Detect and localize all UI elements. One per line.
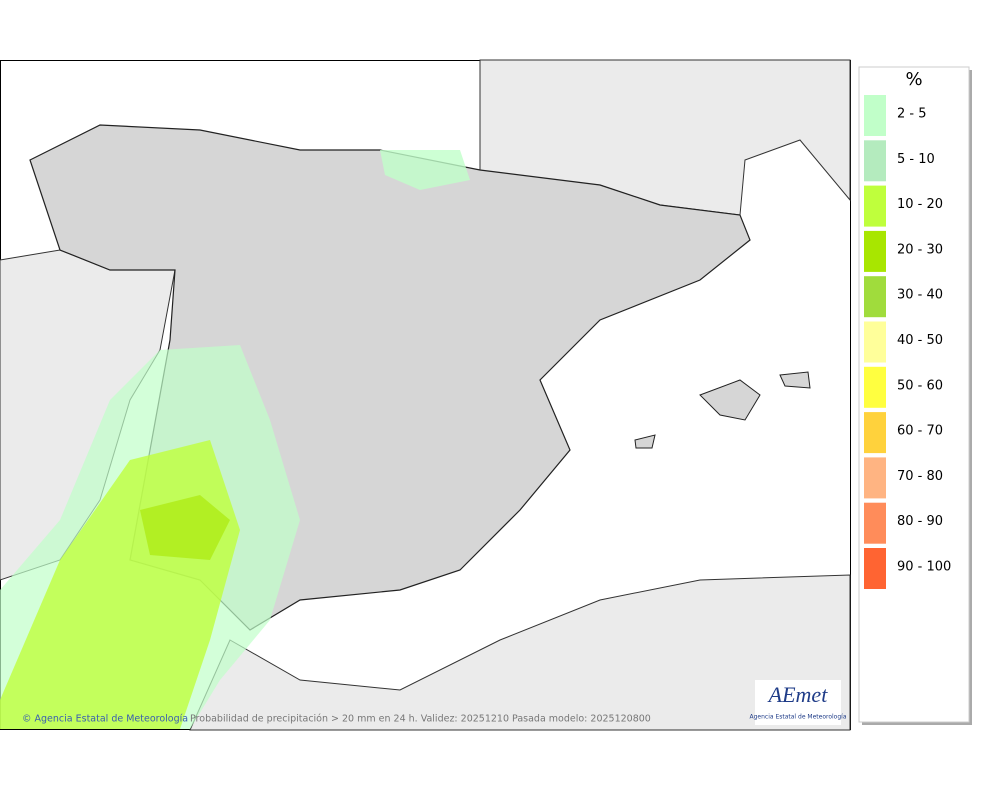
logo: AEmet (767, 682, 829, 707)
legend-label: 70 - 80 (897, 469, 943, 484)
legend-swatch (864, 548, 886, 589)
precip-area-north (380, 150, 470, 190)
map: © Agencia Estatal de Meteorología Probab… (0, 59, 851, 731)
legend-swatch (864, 366, 886, 408)
legend-label: 2 - 5 (897, 107, 927, 122)
legend-title: % (905, 69, 922, 90)
legend: % 2 - 5 5 - 10 10 - 20 20 - 30 30 - 40 40 - 5… (858, 66, 972, 725)
legend-swatch (864, 230, 886, 272)
legend-label: 80 - 90 (897, 514, 943, 529)
legend-label: 50 - 60 (897, 378, 943, 393)
legend-label: 30 - 40 (897, 288, 943, 303)
legend-label: 40 - 50 (897, 333, 943, 348)
legend-swatch (864, 412, 886, 454)
menorca (779, 371, 811, 389)
legend-label: 20 - 30 (897, 242, 943, 257)
legend-label: 90 - 100 (897, 560, 951, 575)
legend-swatch (864, 95, 886, 136)
africa (189, 574, 851, 731)
legend-swatch (864, 457, 886, 499)
caption: Probabilidad de precipitación > 20 mm en… (190, 714, 651, 725)
legend-swatch (864, 276, 886, 318)
legend-swatch (864, 185, 886, 227)
precip-area-high (140, 495, 230, 560)
legend-label: 5 - 10 (897, 152, 935, 167)
logo-subtitle: Agencia Estatal de Meteorología (750, 714, 847, 721)
legend-label: 60 - 70 (897, 424, 943, 439)
legend-label: 10 - 20 (897, 197, 943, 212)
mallorca (699, 379, 761, 421)
credit: © Agencia Estatal de Meteorología (22, 714, 188, 725)
legend-swatch (864, 140, 886, 182)
legend-swatch (864, 321, 886, 363)
legend-swatch (864, 502, 886, 544)
logo-box (755, 680, 841, 725)
ibiza (634, 434, 656, 449)
